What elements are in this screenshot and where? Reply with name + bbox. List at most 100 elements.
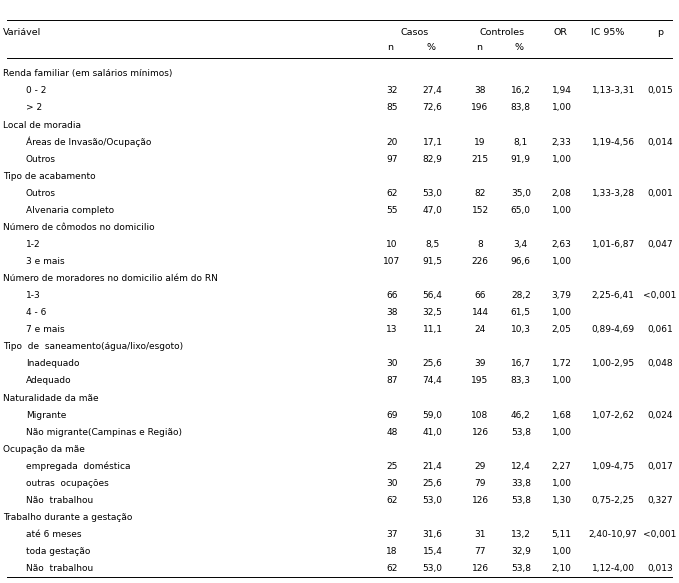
Text: Local de moradia: Local de moradia [3, 121, 81, 129]
Text: 1,00-2,95: 1,00-2,95 [591, 359, 635, 368]
Text: <0,001: <0,001 [643, 530, 677, 539]
Text: 1,00: 1,00 [551, 257, 572, 266]
Text: 2,10: 2,10 [551, 564, 572, 573]
Text: 3 e mais: 3 e mais [26, 257, 65, 266]
Text: OR: OR [553, 27, 567, 37]
Text: 0,017: 0,017 [647, 462, 673, 470]
Text: 2,27: 2,27 [551, 462, 572, 470]
Text: 97: 97 [386, 154, 397, 164]
Text: 18: 18 [386, 547, 397, 556]
Text: 55: 55 [386, 206, 397, 215]
Text: 53,0: 53,0 [422, 564, 443, 573]
Text: 1,00: 1,00 [551, 154, 572, 164]
Text: 77: 77 [475, 547, 485, 556]
Text: 53,0: 53,0 [422, 189, 443, 198]
Text: 19: 19 [475, 138, 485, 146]
Text: 126: 126 [471, 496, 489, 505]
Text: 1,00: 1,00 [551, 308, 572, 317]
Text: 0,047: 0,047 [647, 240, 673, 249]
Text: 7 e mais: 7 e mais [26, 325, 65, 334]
Text: > 2: > 2 [26, 103, 42, 113]
Text: 27,4: 27,4 [422, 86, 443, 96]
Text: 28,2: 28,2 [511, 291, 531, 300]
Text: 53,8: 53,8 [511, 496, 531, 505]
Text: 25,6: 25,6 [422, 479, 443, 488]
Text: 107: 107 [383, 257, 401, 266]
Text: 24: 24 [475, 325, 485, 334]
Text: toda gestação: toda gestação [26, 547, 90, 556]
Text: 195: 195 [471, 377, 489, 385]
Text: Outros: Outros [26, 189, 56, 198]
Text: n: n [476, 43, 481, 52]
Text: 0,75-2,25: 0,75-2,25 [591, 496, 635, 505]
Text: 21,4: 21,4 [422, 462, 443, 470]
Text: 12,4: 12,4 [511, 462, 531, 470]
Text: 0,001: 0,001 [647, 189, 673, 198]
Text: 1-3: 1-3 [26, 291, 41, 300]
Text: 31: 31 [475, 530, 485, 539]
Text: 0,024: 0,024 [647, 410, 673, 420]
Text: 0,327: 0,327 [647, 496, 673, 505]
Text: Renda familiar (em salários mínimos): Renda familiar (em salários mínimos) [3, 69, 172, 78]
Text: 62: 62 [386, 496, 397, 505]
Text: 38: 38 [475, 86, 485, 96]
Text: 13,2: 13,2 [511, 530, 531, 539]
Text: 5,11: 5,11 [551, 530, 572, 539]
Text: 32,5: 32,5 [422, 308, 443, 317]
Text: 83,8: 83,8 [511, 103, 531, 113]
Text: 62: 62 [386, 189, 397, 198]
Text: 4 - 6: 4 - 6 [26, 308, 46, 317]
Text: Não migrante(Campinas e Região): Não migrante(Campinas e Região) [26, 428, 182, 437]
Text: 53,8: 53,8 [511, 564, 531, 573]
Text: 3,79: 3,79 [551, 291, 572, 300]
Text: 1,68: 1,68 [551, 410, 572, 420]
Text: 39: 39 [475, 359, 485, 368]
Text: 46,2: 46,2 [511, 410, 531, 420]
Text: 0,015: 0,015 [647, 86, 673, 96]
Text: p: p [657, 27, 663, 37]
Text: 41,0: 41,0 [422, 428, 443, 437]
Text: Variável: Variável [3, 27, 41, 37]
Text: 0,014: 0,014 [647, 138, 673, 146]
Text: %: % [426, 43, 436, 52]
Text: 2,25-6,41: 2,25-6,41 [591, 291, 635, 300]
Text: Não  trabalhou: Não trabalhou [26, 564, 93, 573]
Text: 0,061: 0,061 [647, 325, 673, 334]
Text: 25: 25 [386, 462, 397, 470]
Text: empregada  doméstica: empregada doméstica [26, 462, 130, 471]
Text: 31,6: 31,6 [422, 530, 443, 539]
Text: 85: 85 [386, 103, 397, 113]
Text: 215: 215 [471, 154, 489, 164]
Text: 11,1: 11,1 [422, 325, 443, 334]
Text: n: n [388, 43, 393, 52]
Text: 152: 152 [471, 206, 489, 215]
Text: 10: 10 [386, 240, 397, 249]
Text: <0,001: <0,001 [643, 291, 677, 300]
Text: 53,8: 53,8 [511, 428, 531, 437]
Text: 48: 48 [386, 428, 397, 437]
Text: IC 95%: IC 95% [591, 27, 625, 37]
Text: 1,00: 1,00 [551, 206, 572, 215]
Text: Controles: Controles [480, 27, 525, 37]
Text: 1,13-3,31: 1,13-3,31 [591, 86, 635, 96]
Text: 16,2: 16,2 [511, 86, 531, 96]
Text: 0,048: 0,048 [647, 359, 673, 368]
Text: Áreas de Invasão/Ocupação: Áreas de Invasão/Ocupação [26, 137, 151, 147]
Text: 79: 79 [475, 479, 485, 488]
Text: até 6 meses: até 6 meses [26, 530, 81, 539]
Text: 1,09-4,75: 1,09-4,75 [591, 462, 635, 470]
Text: Trabalho durante a gestação: Trabalho durante a gestação [3, 513, 133, 522]
Text: 20: 20 [386, 138, 397, 146]
Text: 91,9: 91,9 [511, 154, 531, 164]
Text: 196: 196 [471, 103, 489, 113]
Text: Adequado: Adequado [26, 377, 71, 385]
Text: 0,013: 0,013 [647, 564, 673, 573]
Text: 0 - 2: 0 - 2 [26, 86, 46, 96]
Text: 126: 126 [471, 564, 489, 573]
Text: 83,3: 83,3 [511, 377, 531, 385]
Text: 2,33: 2,33 [551, 138, 572, 146]
Text: 1,00: 1,00 [551, 377, 572, 385]
Text: 59,0: 59,0 [422, 410, 443, 420]
Text: 1-2: 1-2 [26, 240, 41, 249]
Text: Inadequado: Inadequado [26, 359, 79, 368]
